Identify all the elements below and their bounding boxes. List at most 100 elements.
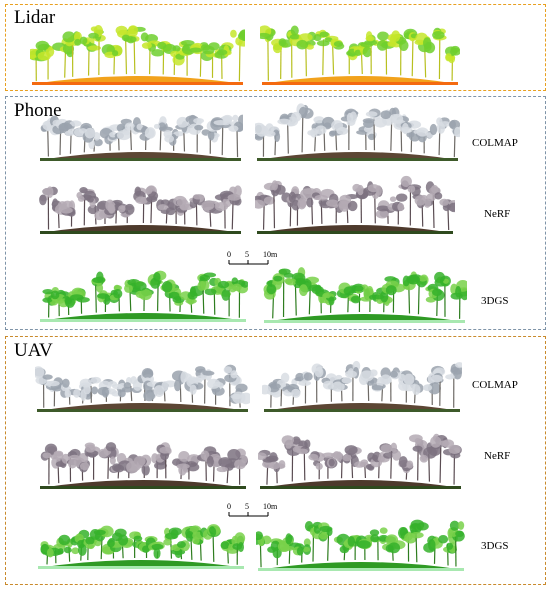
tree-trunk bbox=[199, 49, 202, 77]
ground-edge bbox=[260, 486, 461, 489]
ground-edge bbox=[257, 158, 458, 161]
tree-crown bbox=[340, 108, 359, 126]
tree-crown bbox=[58, 120, 82, 136]
tree-crown bbox=[292, 439, 311, 455]
tree-crown bbox=[118, 203, 135, 218]
phone-colmap-cloud-left bbox=[40, 114, 243, 161]
phone-nerf-cloud-left bbox=[39, 185, 242, 234]
tree-crown bbox=[176, 450, 201, 472]
tree-crown bbox=[153, 380, 177, 398]
tree-crown bbox=[448, 119, 460, 138]
tree-crown bbox=[358, 366, 378, 386]
tree-crown bbox=[413, 127, 434, 143]
tree-crown bbox=[360, 31, 380, 48]
ground-edge bbox=[40, 231, 241, 234]
scale-tick-5: 5 bbox=[245, 250, 249, 259]
tree-crown bbox=[328, 120, 349, 137]
tree-crown bbox=[160, 279, 180, 299]
scale-tick-0: 0 bbox=[227, 250, 231, 259]
tree-crown bbox=[133, 281, 154, 301]
tree-crown bbox=[108, 284, 123, 304]
tree-crown bbox=[409, 519, 429, 539]
tree-crown bbox=[171, 370, 192, 392]
tree-crown bbox=[206, 451, 223, 468]
uav-scale-bar: 0 5 10m bbox=[227, 502, 278, 517]
tree-crown bbox=[434, 271, 451, 287]
scale-tick-10m: 10m bbox=[263, 502, 278, 511]
tree-trunk bbox=[95, 282, 97, 313]
tree-crown bbox=[91, 271, 106, 293]
phone-nerf-label: NeRF bbox=[484, 208, 511, 220]
tree-crown bbox=[219, 185, 242, 206]
tree-crown bbox=[389, 30, 409, 52]
scale-tick-0: 0 bbox=[227, 502, 231, 511]
tree-crown bbox=[140, 32, 161, 52]
tree-crown bbox=[321, 452, 338, 469]
tree-crown bbox=[291, 103, 314, 122]
ground-edge bbox=[40, 319, 246, 322]
tree-crown bbox=[169, 287, 185, 306]
tree-crown bbox=[296, 31, 317, 50]
tree-crown bbox=[230, 29, 245, 47]
tree-crown bbox=[228, 114, 243, 132]
tree-crown bbox=[76, 187, 97, 202]
tree-trunk bbox=[301, 114, 304, 153]
tree-crown bbox=[432, 27, 447, 41]
tree-trunk bbox=[212, 535, 215, 562]
ground-edge bbox=[32, 82, 243, 85]
tree-crown bbox=[84, 442, 101, 458]
tree-crown bbox=[180, 285, 204, 305]
phone-colmap-label: COLMAP bbox=[472, 137, 518, 149]
tree-crown bbox=[185, 114, 205, 135]
tree-crown bbox=[442, 439, 462, 459]
tree-crown bbox=[101, 537, 124, 555]
tree-crown bbox=[147, 270, 167, 289]
tree-crown bbox=[97, 378, 118, 398]
tree-crown bbox=[263, 180, 286, 197]
tree-crown bbox=[77, 536, 98, 556]
tree-crown bbox=[277, 533, 302, 553]
phone-colmap-cloud-right bbox=[255, 103, 460, 161]
uav-colmap-label: COLMAP bbox=[472, 379, 518, 391]
tree-crown bbox=[342, 445, 362, 468]
tree-crown bbox=[439, 198, 455, 213]
scale-tick-5: 5 bbox=[245, 502, 249, 511]
tree-crown bbox=[308, 451, 326, 470]
tree-crown bbox=[263, 278, 282, 300]
tree-crown bbox=[133, 123, 156, 141]
tree-crown bbox=[324, 35, 345, 50]
tree-crown bbox=[311, 363, 327, 382]
tree-crown bbox=[380, 367, 401, 385]
phone-scale-bar: 0 5 10m bbox=[227, 250, 278, 265]
tree-crown bbox=[194, 366, 215, 381]
tree-crown bbox=[425, 283, 445, 303]
uav-3dgs-label: 3DGS bbox=[481, 540, 509, 552]
tree-crown bbox=[322, 290, 337, 306]
tree-crown bbox=[288, 191, 307, 211]
tree-crown bbox=[369, 451, 390, 468]
tree-crown bbox=[382, 534, 406, 554]
tree-crown bbox=[98, 442, 119, 459]
phone-3dgs-cloud-left bbox=[40, 270, 248, 322]
tree-crown bbox=[96, 290, 114, 305]
tree-crown bbox=[389, 193, 408, 212]
tree-crown bbox=[348, 283, 369, 304]
uav-colmap-cloud-left bbox=[35, 364, 250, 412]
uav-3dgs-cloud-left bbox=[38, 524, 246, 569]
tree-crown bbox=[406, 274, 429, 288]
tree-crown bbox=[227, 448, 248, 470]
tree-crown bbox=[214, 42, 234, 59]
tree-trunk bbox=[327, 531, 330, 561]
tree-crown bbox=[271, 38, 293, 54]
tree-crown bbox=[210, 114, 233, 131]
tree-crown bbox=[163, 527, 182, 546]
ground-edge bbox=[40, 158, 241, 161]
tree-crown bbox=[108, 452, 127, 473]
tree-crown bbox=[229, 383, 250, 405]
tree-crown bbox=[423, 535, 443, 553]
ground-edge bbox=[37, 409, 248, 412]
ground-edge bbox=[40, 486, 246, 489]
tree-crown bbox=[447, 520, 465, 542]
tree-crown bbox=[170, 540, 190, 559]
tree-crown bbox=[89, 525, 114, 547]
